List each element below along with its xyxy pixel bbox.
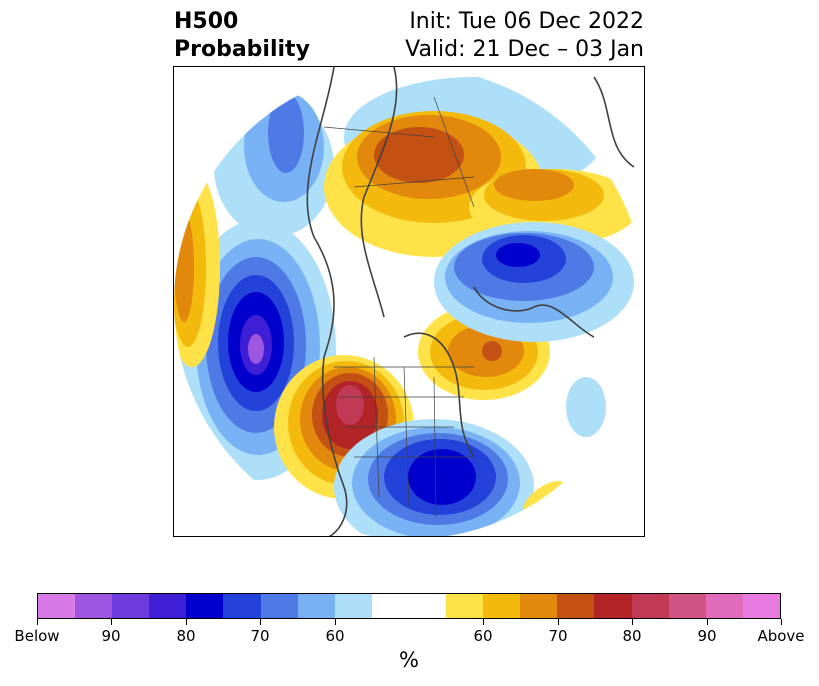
- init-date: Init: Tue 06 Dec 2022: [409, 9, 644, 34]
- political-borders: [323, 96, 475, 518]
- colorbar-swatch: [334, 594, 372, 618]
- valid-dates: Init: Tue 06 Dec 2022 Valid: 21 Dec – 03…: [405, 8, 644, 64]
- colorbar-swatch: [483, 594, 521, 618]
- colorbar-tick-label: 70: [548, 627, 568, 645]
- chart-title: H500 Probability: [174, 8, 310, 64]
- colorbar-tick: [260, 619, 261, 625]
- colorbar-unit-label: %: [399, 648, 419, 672]
- probability-map: [173, 66, 645, 537]
- coastlines: [306, 67, 635, 536]
- colorbar-swatch: [149, 594, 187, 618]
- colorbar-tick-label: Below: [14, 627, 60, 645]
- colorbar-swatch: [297, 594, 335, 618]
- colorbar-swatch: [260, 594, 298, 618]
- colorbar-tick: [37, 619, 38, 625]
- colorbar-tick: [707, 619, 708, 625]
- colorbar-swatch: [223, 594, 261, 618]
- colorbar-swatch: [668, 594, 706, 618]
- colorbar-swatch: [408, 594, 447, 618]
- colorbar-tick-label: 60: [473, 627, 493, 645]
- colorbar-swatch: [38, 594, 76, 618]
- west-us-high-anomaly: [274, 355, 414, 499]
- valid-range: Valid: 21 Dec – 03 Jan: [405, 37, 644, 62]
- colorbar-swatch: [112, 594, 150, 618]
- colorbar-tick-label: 90: [101, 627, 121, 645]
- colorbar-swatch: [705, 594, 743, 618]
- colorbar-tick: [558, 619, 559, 625]
- title-line-1: H500: [174, 9, 239, 34]
- anomaly-contours: [174, 77, 639, 536]
- siberia-weak-low: [214, 92, 334, 237]
- colorbar-tick: [632, 619, 633, 625]
- colorbar-swatch: [186, 594, 224, 618]
- map-canvas: [174, 67, 639, 536]
- colorbar-swatch: [557, 594, 595, 618]
- colorbar-swatch: [446, 594, 484, 618]
- colorbar-tick-label: 60: [325, 627, 345, 645]
- title-line-2: Probability: [174, 37, 310, 62]
- colorbar-swatch: [594, 594, 632, 618]
- colorbar-tick: [483, 619, 484, 625]
- colorbar-tick: [335, 619, 336, 625]
- colorbar-swatch: [75, 594, 113, 618]
- colorbar-tick-label: Above: [757, 627, 805, 645]
- colorbar-swatch: [631, 594, 669, 618]
- colorbar-tick-label: 70: [250, 627, 270, 645]
- colorbar-tick: [781, 619, 782, 625]
- colorbar-tick-label: 80: [622, 627, 642, 645]
- eurasia-high-anomaly: [324, 77, 639, 257]
- colorbar-tick-label: 90: [697, 627, 717, 645]
- east-us-low-anomaly: [334, 419, 565, 536]
- europe-low-anomaly: [434, 222, 634, 437]
- colorbar-tick: [111, 619, 112, 625]
- colorbar-swatch: [520, 594, 558, 618]
- colorbar-swatch: [371, 594, 409, 618]
- colorbar: [37, 593, 781, 619]
- colorbar-tick-label: 80: [176, 627, 196, 645]
- colorbar-tick: [186, 619, 187, 625]
- colorbar-swatch: [742, 594, 780, 618]
